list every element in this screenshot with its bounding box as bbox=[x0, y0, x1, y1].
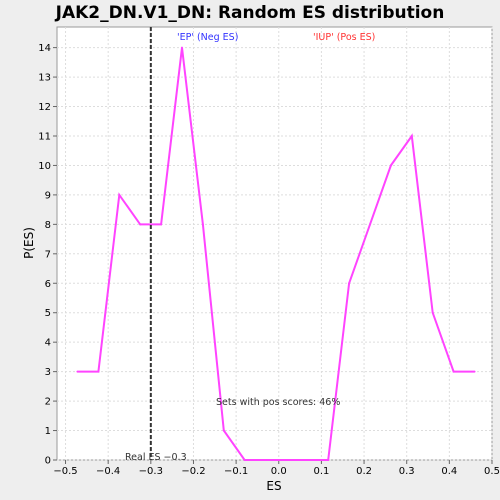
y-tick-label: 6 bbox=[45, 279, 51, 290]
plot-area bbox=[56, 26, 493, 461]
data-point bbox=[97, 370, 100, 373]
y-tick-label: 0 bbox=[45, 456, 51, 467]
series-layer bbox=[76, 46, 476, 461]
x-tick-label: 0.2 bbox=[356, 466, 372, 477]
data-point bbox=[118, 193, 121, 196]
gridlines bbox=[57, 27, 493, 461]
data-point bbox=[264, 459, 267, 461]
x-tick-label: −0.3 bbox=[139, 466, 163, 477]
data-point bbox=[389, 164, 392, 167]
x-tick-label: 0.4 bbox=[441, 466, 457, 477]
data-point bbox=[139, 223, 142, 226]
y-tick-label: 3 bbox=[45, 367, 51, 378]
y-tick-label: 12 bbox=[38, 102, 51, 113]
pos-scores-label: Sets with pos scores: 46% bbox=[216, 397, 340, 408]
data-point bbox=[431, 311, 434, 314]
y-tick-label: 10 bbox=[38, 161, 51, 172]
data-point bbox=[160, 223, 163, 226]
x-tick-label: 0.5 bbox=[484, 466, 500, 477]
x-tick-label: −0.5 bbox=[53, 466, 77, 477]
data-point bbox=[369, 223, 372, 226]
real-es-label: Real ES −0.3 bbox=[125, 452, 187, 463]
data-point bbox=[180, 46, 183, 49]
axes: −0.5 −0.4 −0.3 −0.2 −0.1 0.0 0.1 0.2 0.3 0.4 0.5 0 1… bbox=[38, 43, 500, 477]
data-point bbox=[452, 370, 455, 373]
y-tick-label: 2 bbox=[45, 397, 51, 408]
chart-title: JAK2_DN.V1_DN: Random ES distribution bbox=[55, 3, 445, 23]
data-point bbox=[76, 370, 79, 373]
y-tick-label: 8 bbox=[45, 220, 51, 231]
data-point bbox=[285, 459, 288, 461]
y-tick-label: 14 bbox=[38, 43, 51, 54]
data-point bbox=[201, 223, 204, 226]
data-point bbox=[410, 134, 413, 137]
data-point bbox=[306, 459, 309, 461]
y-tick-label: 7 bbox=[45, 249, 51, 260]
y-tick-label: 1 bbox=[45, 426, 51, 437]
y-tick-label: 11 bbox=[38, 131, 51, 142]
y-tick-label: 13 bbox=[38, 73, 51, 84]
pos-es-label: 'IUP' (Pos ES) bbox=[313, 32, 375, 43]
x-tick-label: −0.4 bbox=[96, 466, 120, 477]
distribution-line bbox=[77, 47, 475, 461]
x-axis-label: ES bbox=[266, 479, 281, 493]
y-axis-label: P(ES) bbox=[22, 227, 36, 259]
data-point bbox=[473, 370, 476, 373]
x-tick-label: 0.3 bbox=[399, 466, 415, 477]
y-tick-label: 4 bbox=[45, 338, 51, 349]
data-point bbox=[348, 282, 351, 285]
data-point bbox=[222, 429, 225, 432]
data-point bbox=[327, 459, 330, 461]
x-tick-label: 0.0 bbox=[271, 466, 287, 477]
x-tick-label: −0.2 bbox=[181, 466, 205, 477]
x-tick-label: 0.1 bbox=[313, 466, 329, 477]
neg-es-label: 'EP' (Neg ES) bbox=[177, 32, 238, 43]
y-tick-label: 5 bbox=[45, 308, 51, 319]
data-point bbox=[243, 459, 246, 461]
y-tick-label: 9 bbox=[45, 190, 51, 201]
x-tick-label: −0.1 bbox=[224, 466, 248, 477]
